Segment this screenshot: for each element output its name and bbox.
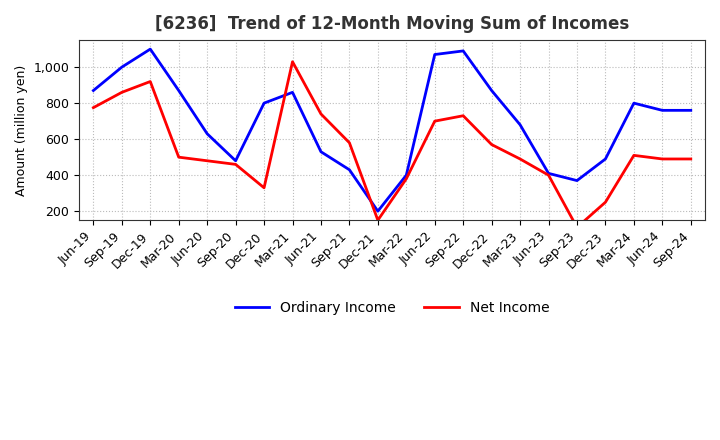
Ordinary Income [544, 171, 553, 176]
Ordinary Income [572, 178, 581, 183]
Ordinary Income [345, 167, 354, 172]
Net Income [117, 90, 126, 95]
Net Income [459, 113, 467, 118]
Ordinary Income [89, 88, 98, 93]
Net Income [601, 200, 610, 205]
Net Income [317, 111, 325, 117]
Line: Ordinary Income: Ordinary Income [94, 49, 690, 211]
Net Income [231, 162, 240, 167]
Line: Net Income: Net Income [94, 62, 690, 227]
Net Income [402, 176, 410, 181]
Ordinary Income [260, 100, 269, 106]
Ordinary Income [686, 108, 695, 113]
Ordinary Income [317, 149, 325, 154]
Ordinary Income [402, 172, 410, 178]
Ordinary Income [174, 88, 183, 93]
Net Income [658, 156, 667, 161]
Net Income [203, 158, 212, 163]
Ordinary Income [203, 131, 212, 136]
Y-axis label: Amount (million yen): Amount (million yen) [15, 65, 28, 196]
Ordinary Income [374, 209, 382, 214]
Net Income [516, 156, 524, 161]
Ordinary Income [516, 122, 524, 128]
Ordinary Income [117, 65, 126, 70]
Net Income [345, 140, 354, 145]
Net Income [260, 185, 269, 191]
Net Income [431, 118, 439, 124]
Ordinary Income [231, 158, 240, 163]
Ordinary Income [146, 47, 155, 52]
Ordinary Income [601, 156, 610, 161]
Net Income [374, 217, 382, 223]
Net Income [146, 79, 155, 84]
Ordinary Income [487, 88, 496, 93]
Ordinary Income [431, 52, 439, 57]
Net Income [686, 156, 695, 161]
Ordinary Income [459, 48, 467, 54]
Legend: Ordinary Income, Net Income: Ordinary Income, Net Income [229, 296, 555, 321]
Net Income [544, 172, 553, 178]
Ordinary Income [629, 100, 638, 106]
Net Income [629, 153, 638, 158]
Net Income [487, 142, 496, 147]
Net Income [89, 105, 98, 110]
Net Income [174, 154, 183, 160]
Ordinary Income [658, 108, 667, 113]
Net Income [288, 59, 297, 64]
Ordinary Income [288, 90, 297, 95]
Title: [6236]  Trend of 12-Month Moving Sum of Incomes: [6236] Trend of 12-Month Moving Sum of I… [155, 15, 629, 33]
Net Income [572, 225, 581, 230]
